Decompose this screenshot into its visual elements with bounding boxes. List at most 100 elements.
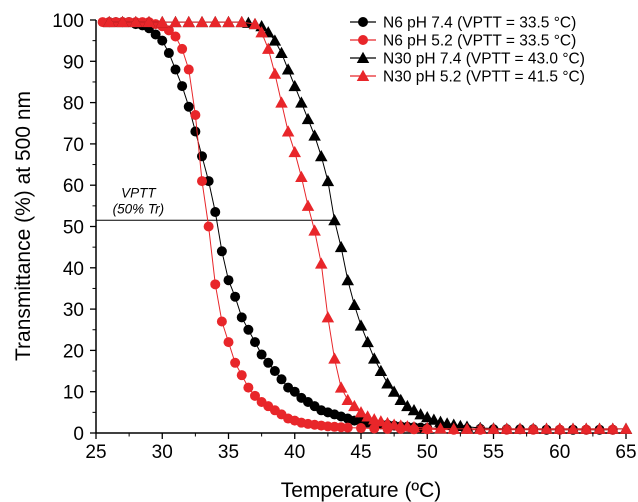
data-point [169,15,182,28]
data-point [387,385,401,397]
data-point [308,224,321,236]
data-point [236,370,247,381]
data-point [209,15,222,28]
data-point [243,324,254,335]
data-point [288,145,301,158]
data-point [356,69,370,81]
legend-entry: N6 pH 5.2 (VPTT = 33.5 °C) [350,33,576,50]
data-point [401,399,414,412]
vptt-annotation-label: VPTT [121,185,157,200]
x-tick-label: 30 [152,442,173,463]
data-point [163,48,174,59]
data-point [295,170,308,182]
data-point [177,43,188,54]
data-point [255,26,268,38]
data-point [182,15,195,28]
series-4 [103,15,633,434]
data-point [216,316,227,327]
data-point [177,81,188,92]
y-tick-label: 20 [63,341,84,362]
data-point [235,15,248,28]
x-tick-label: 60 [549,442,570,463]
data-point [116,15,129,28]
data-point [315,257,328,269]
x-tick-label: 65 [615,442,636,463]
data-point [334,240,348,253]
data-point [368,352,381,364]
data-point [262,42,275,54]
data-point [263,357,274,368]
data-point [434,422,447,434]
data-point [243,382,254,393]
data-point [223,275,234,286]
data-point [381,377,394,389]
data-point [197,151,207,162]
data-point [170,64,181,75]
data-point [210,279,221,290]
data-point [460,422,474,434]
data-point [190,126,201,137]
legend-entry: N6 pH 7.4 (VPTT = 33.5 °C) [350,15,576,32]
y-tick-label: 50 [63,218,84,239]
data-point [250,337,260,348]
data-point [103,15,116,28]
data-point [342,422,353,433]
data-point [421,421,434,434]
data-point [407,420,421,433]
data-point [356,51,370,63]
y-tick-label: 0 [73,424,84,445]
plot-area: 25 30 35 40 45 50 55 60 65 0 10 20 30 40 50 60 70 80 90 10… [52,11,636,463]
data-point [301,112,315,125]
vptt-annotation-sublabel: (50% Tr) [113,201,165,216]
x-tick-label: 45 [350,442,371,463]
x-tick-label: 55 [483,442,504,463]
y-tick-label: 40 [63,259,84,280]
data-point [170,31,181,42]
data-point [210,207,221,218]
data-point [142,15,156,28]
data-point [513,422,527,434]
data-point [341,273,354,286]
data-point [190,109,201,120]
data-point [163,25,174,36]
x-tick-label: 25 [85,442,106,463]
data-point [157,35,168,46]
legend: N6 pH 7.4 (VPTT = 33.5 °C)N6 pH 5.2 (VPT… [350,15,585,86]
legend-entry: N30 pH 7.4 (VPTT = 43.0 °C) [350,51,585,68]
legend-label: N30 pH 5.2 (VPTT = 41.5 °C) [383,69,585,86]
x-axis-ticks: 25 30 35 40 45 50 55 60 65 [85,433,637,463]
data-point [593,422,606,434]
data-point [356,423,366,434]
data-point [358,17,368,27]
data-point [156,15,169,28]
data-point [230,357,241,368]
data-point [222,15,235,28]
x-tick-label: 50 [417,442,438,463]
data-point [374,364,388,377]
series-layer [97,15,633,435]
data-point [269,366,280,377]
data-point [328,214,341,226]
data-point [619,422,633,434]
legend-entry: N30 pH 5.2 (VPTT = 41.5 °C) [350,69,585,86]
data-point [288,79,301,92]
data-point [236,312,247,323]
data-point [197,176,207,187]
x-tick-label: 40 [284,442,305,463]
data-point [268,67,282,79]
data-point [341,393,354,405]
data-point [334,381,348,393]
data-point [348,298,361,310]
data-point [500,422,513,434]
data-point [553,422,566,434]
y-axis-title: Transmittance (%) at 500 nm [12,91,35,361]
y-tick-label: 90 [63,52,84,73]
legend-label: N6 pH 7.4 (VPTT = 33.5 °C) [383,15,576,32]
data-point [281,125,295,137]
data-point [256,349,267,360]
data-point [183,64,194,75]
data-point [183,101,194,112]
legend-label: N6 pH 5.2 (VPTT = 33.5 °C) [383,33,576,50]
data-point [268,34,282,46]
